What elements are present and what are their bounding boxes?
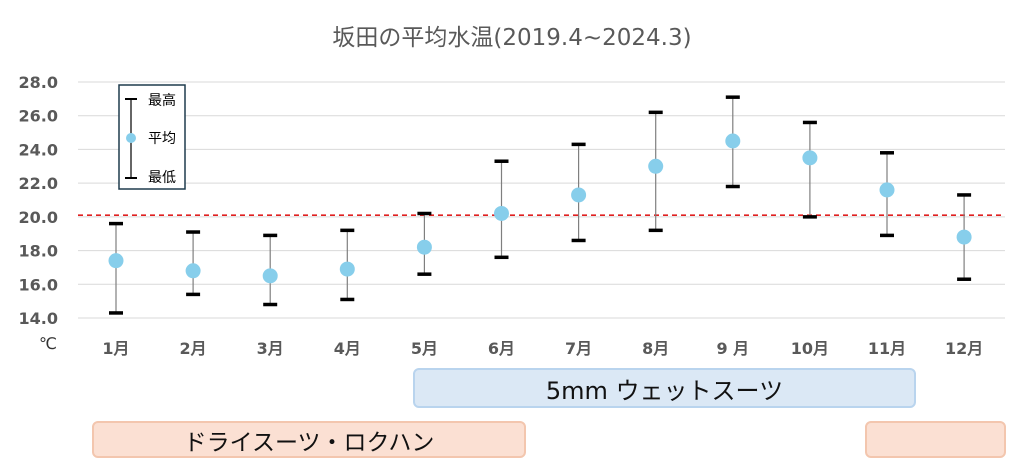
x-tick-label: 6月 [488,339,515,358]
legend-max-label: 最高 [148,92,176,109]
legend-min-label: 最低 [148,170,176,186]
drysuit-band-december [865,421,1006,458]
x-tick-label: 1月 [102,339,129,358]
avg-point [648,158,664,174]
avg-point [802,150,818,166]
drysuit-band-label: ドライスーツ・ロクハン [183,429,435,456]
x-tick-label: 2月 [180,339,207,358]
y-tick-label: 16.0 [19,275,58,294]
drysuit-band: ドライスーツ・ロクハン [92,421,526,458]
y-tick-label: 22.0 [19,174,58,193]
wetsuit-band: 5mm ウェットスーツ [413,368,916,408]
legend-avg-label: 平均 [148,131,176,147]
y-tick-label: 26.0 [19,107,58,126]
chart-title: 坂田の平均水温(2019.4~2024.3) [332,25,692,51]
avg-point [185,263,201,279]
avg-point [494,205,509,221]
y-tick-label: 14.0 [19,309,58,328]
x-tick-label: 5月 [411,339,438,358]
avg-point [262,268,278,284]
x-tick-label: 3月 [257,339,284,358]
avg-point [725,133,741,149]
avg-point [879,182,895,198]
x-tick-label: 10月 [791,339,829,358]
avg-point [339,261,355,277]
y-tick-label: 24.0 [19,140,58,159]
avg-point [416,239,432,255]
legend-avg-marker [126,133,136,143]
avg-point [956,229,972,245]
avg-point [571,187,587,203]
x-tick-label: 8月 [642,339,669,358]
y-tick-label: 20.0 [19,208,58,227]
x-tick-label: 4月 [334,339,361,358]
x-tick-label: 11月 [868,339,906,358]
y-tick-label: 18.0 [19,242,58,261]
x-tick-label: 9 月 [716,339,749,358]
x-tick-label: 12月 [945,339,983,358]
x-tick-label: 7月 [565,339,592,358]
wetsuit-band-label: 5mm ウェットスーツ [545,376,784,405]
avg-point [108,253,124,269]
y-unit-label: ℃ [39,334,57,353]
y-tick-label: 28.0 [19,73,58,92]
